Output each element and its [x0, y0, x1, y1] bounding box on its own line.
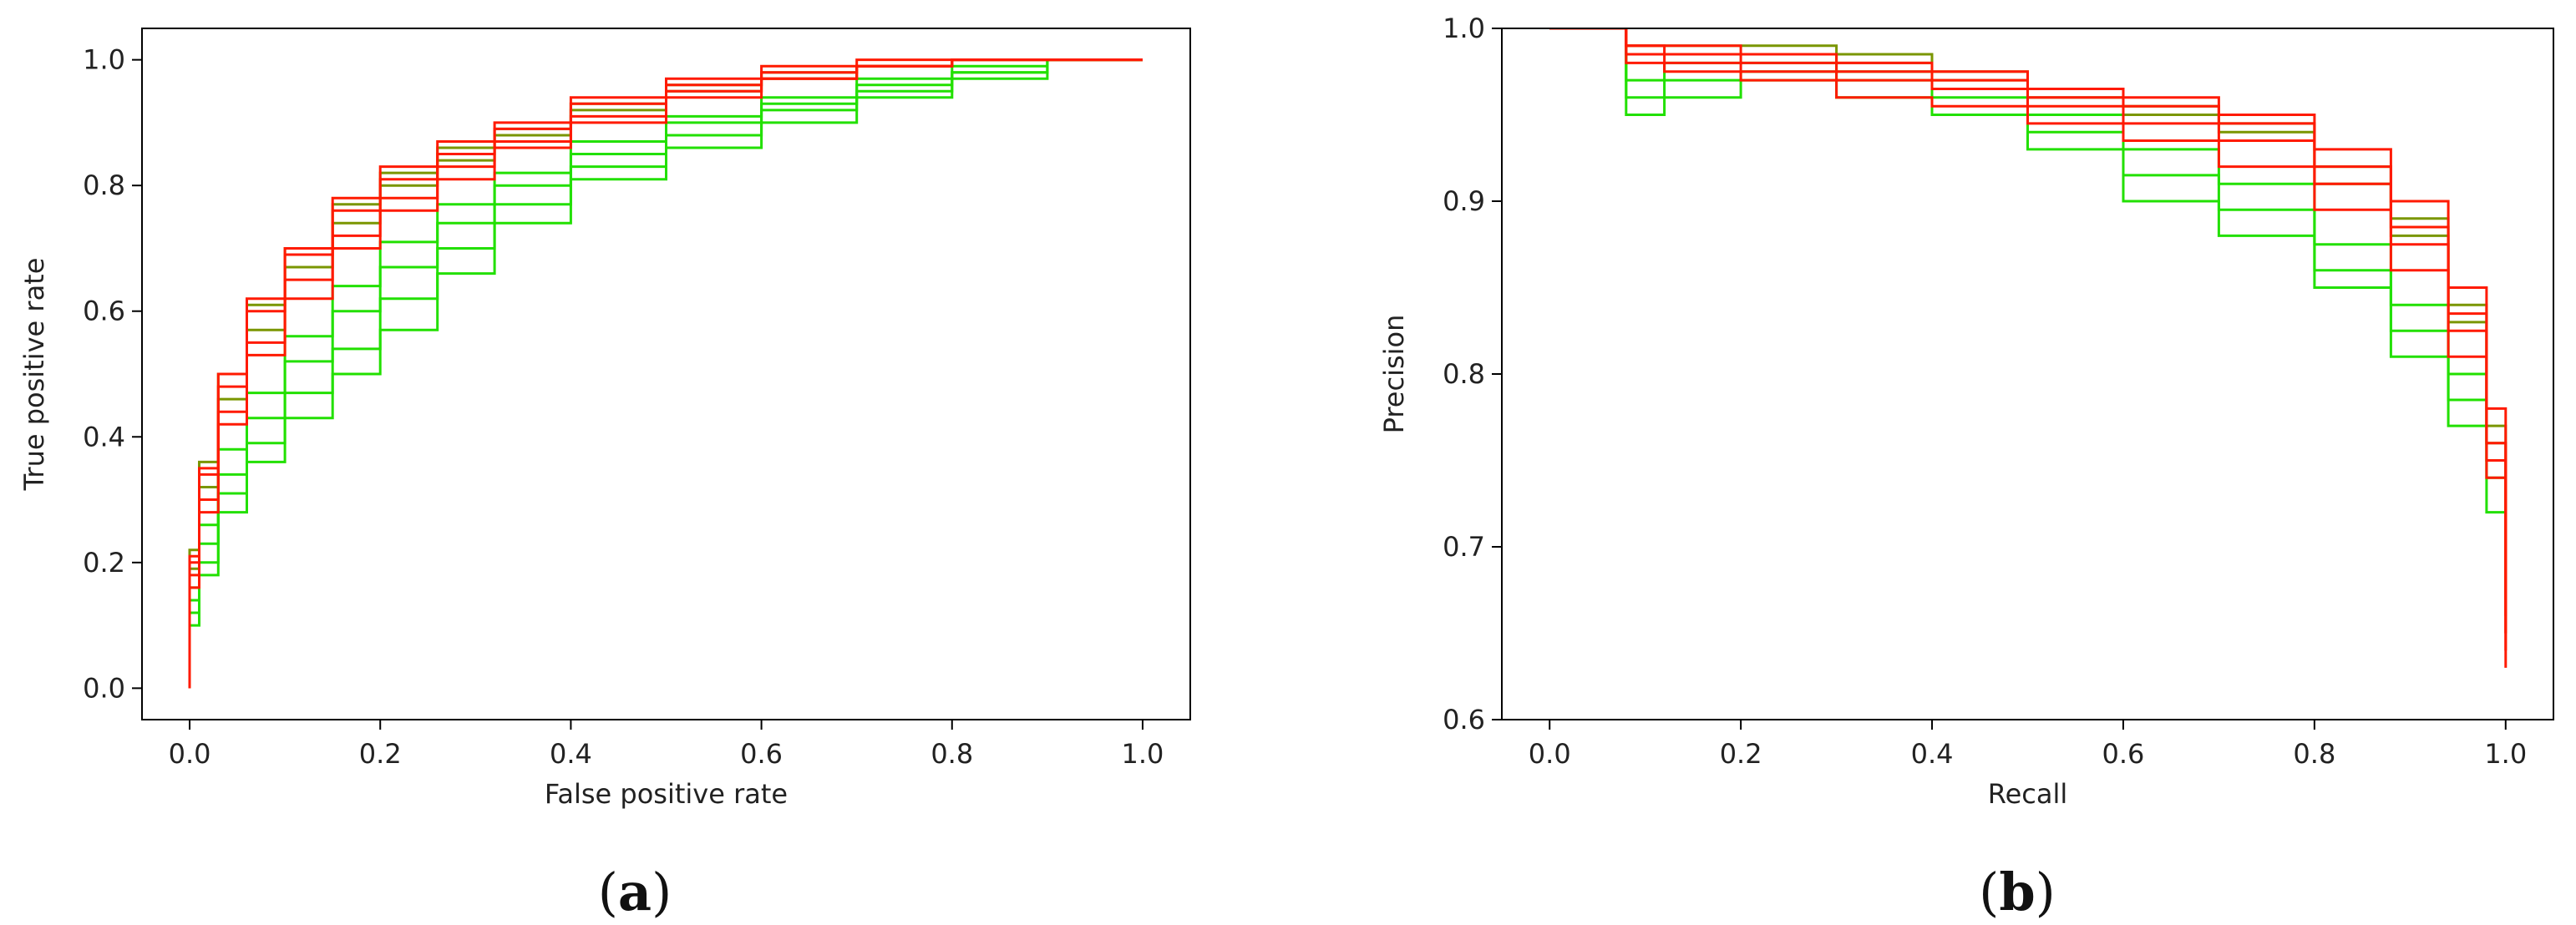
panel-b-series-line-8: [1549, 28, 2508, 668]
panel-a-y-tick-label: 0.6: [83, 296, 125, 327]
panel-b-x-tick-label: 0.8: [2293, 738, 2335, 770]
panel-b-x-axis-label: Recall: [1988, 778, 2067, 810]
panel-b-y-tick-label: 0.9: [1443, 185, 1485, 217]
panel-a-y-tick-label: 0.8: [83, 169, 125, 201]
panel-a-curves: [188, 58, 1143, 689]
panel-b-y-tick-label: 0.6: [1443, 704, 1485, 735]
panel-a-y-tick-label: 0.0: [83, 672, 125, 704]
panel-a-y-tick-label: 1.0: [83, 44, 125, 76]
panel-a-x-axis-label: False positive rate: [545, 778, 788, 810]
panel-a-series-line-10: [188, 58, 1143, 689]
panel-a-x-tick-label: 0.0: [169, 738, 211, 770]
panel-a-y-axis-label: True positive rate: [18, 258, 50, 492]
panel-a-y-tick-label: 0.4: [83, 421, 125, 452]
panel-a-x-tick-label: 0.2: [359, 738, 402, 770]
panel-a-x-tick-label: 0.6: [740, 738, 783, 770]
panel-a-axes-frame: [141, 28, 1191, 720]
panel-a-x-tick-label: 1.0: [1122, 738, 1164, 770]
panel-b-series-line-9: [1549, 28, 2508, 616]
panel-b-y-tick-label: 0.8: [1443, 358, 1485, 390]
panel-a-roc-chart: 0.0 0.2 0.4 0.6 0.8 1.0 0.0 0.2 0.4 0.6 0.8 1.0 Fals…: [18, 28, 1191, 922]
panel-a-x-tick-label: 0.4: [550, 738, 592, 770]
panel-b-y-tick-label: 1.0: [1443, 13, 1485, 44]
panel-a-y-tick-label: 0.2: [83, 547, 125, 579]
panel-b-y-axis-label: Precision: [1378, 315, 1410, 434]
panel-b-x-tick-label: 0.2: [1720, 738, 1762, 770]
panel-a-x-tick-label: 0.8: [931, 738, 973, 770]
panel-b-x-tick-label: 0.6: [2102, 738, 2145, 770]
panel-b-x-tick-label: 1.0: [2484, 738, 2527, 770]
panel-b-y-tick-label: 0.7: [1443, 531, 1485, 563]
panel-a-label: (a): [598, 862, 672, 922]
panel-b-precision-recall-chart: 0.0 0.2 0.4 0.6 0.8 1.0 0.6 0.7 0.8 0.9 1.0 Recall P…: [1378, 13, 2554, 922]
panel-b-x-tick-label: 0.0: [1529, 738, 1571, 770]
panel-b-curves: [1549, 28, 2508, 668]
panel-b-label: (b): [1979, 862, 2056, 922]
panel-b-x-tick-label: 0.4: [1911, 738, 1954, 770]
